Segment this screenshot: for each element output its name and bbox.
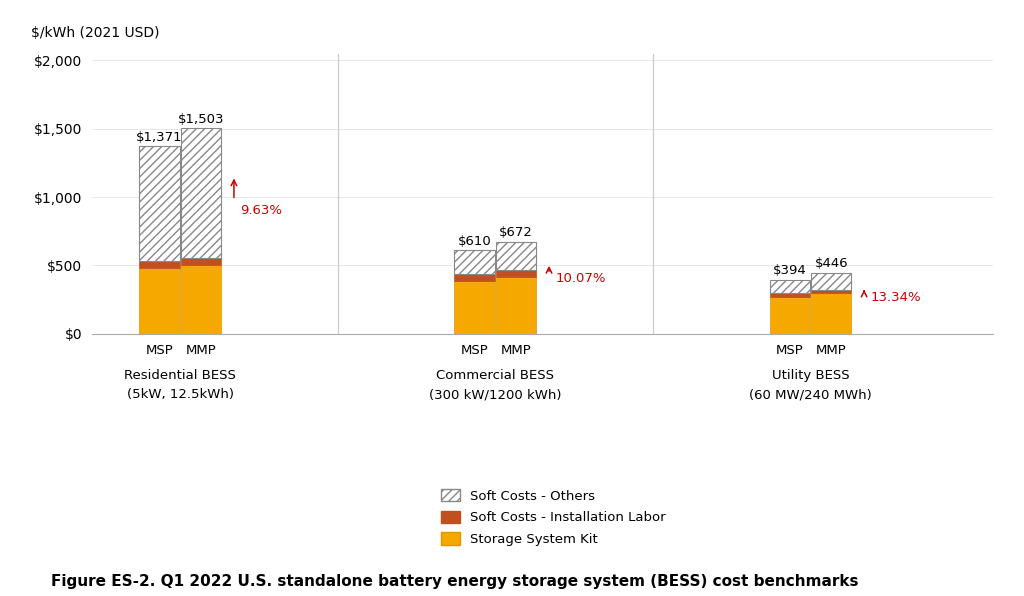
Text: $610: $610 (458, 235, 492, 248)
Text: (5kW, 12.5kWh): (5kW, 12.5kWh) (127, 389, 233, 402)
Bar (455, 281, 495, 334)
Bar (770, 297, 810, 334)
Bar (181, 265, 221, 334)
Bar (181, 258, 221, 265)
Text: Residential BESS: Residential BESS (125, 370, 237, 382)
Text: $/kWh (2021 USD): $/kWh (2021 USD) (31, 26, 160, 39)
Text: $446: $446 (814, 257, 848, 271)
Text: Utility BESS: Utility BESS (772, 370, 849, 382)
Bar (455, 250, 495, 274)
Bar (811, 273, 852, 290)
Bar (770, 280, 810, 293)
Text: $1,503: $1,503 (178, 113, 224, 126)
Bar (139, 268, 180, 334)
Text: Commercial BESS: Commercial BESS (436, 370, 554, 382)
Bar (496, 271, 537, 278)
Text: $672: $672 (500, 226, 534, 240)
Bar (455, 274, 495, 281)
Legend: Soft Costs - Others, Soft Costs - Installation Labor, Storage System Kit: Soft Costs - Others, Soft Costs - Instal… (441, 489, 666, 546)
Text: (300 kW/1200 kWh): (300 kW/1200 kWh) (429, 389, 562, 402)
Text: 10.07%: 10.07% (555, 272, 606, 285)
Bar (139, 261, 180, 268)
Text: $1,371: $1,371 (136, 131, 183, 144)
Bar (770, 293, 810, 297)
Bar (496, 278, 537, 334)
Bar (811, 293, 852, 334)
Text: (60 MW/240 MWh): (60 MW/240 MWh) (750, 389, 871, 402)
Text: 9.63%: 9.63% (241, 204, 283, 217)
Bar (496, 242, 537, 271)
Text: Figure ES-2. Q1 2022 U.S. standalone battery energy storage system (BESS) cost b: Figure ES-2. Q1 2022 U.S. standalone bat… (51, 574, 859, 589)
Bar (181, 128, 221, 258)
Bar (139, 147, 180, 261)
Text: $394: $394 (773, 265, 807, 278)
Bar (811, 290, 852, 293)
Text: 13.34%: 13.34% (870, 291, 921, 304)
